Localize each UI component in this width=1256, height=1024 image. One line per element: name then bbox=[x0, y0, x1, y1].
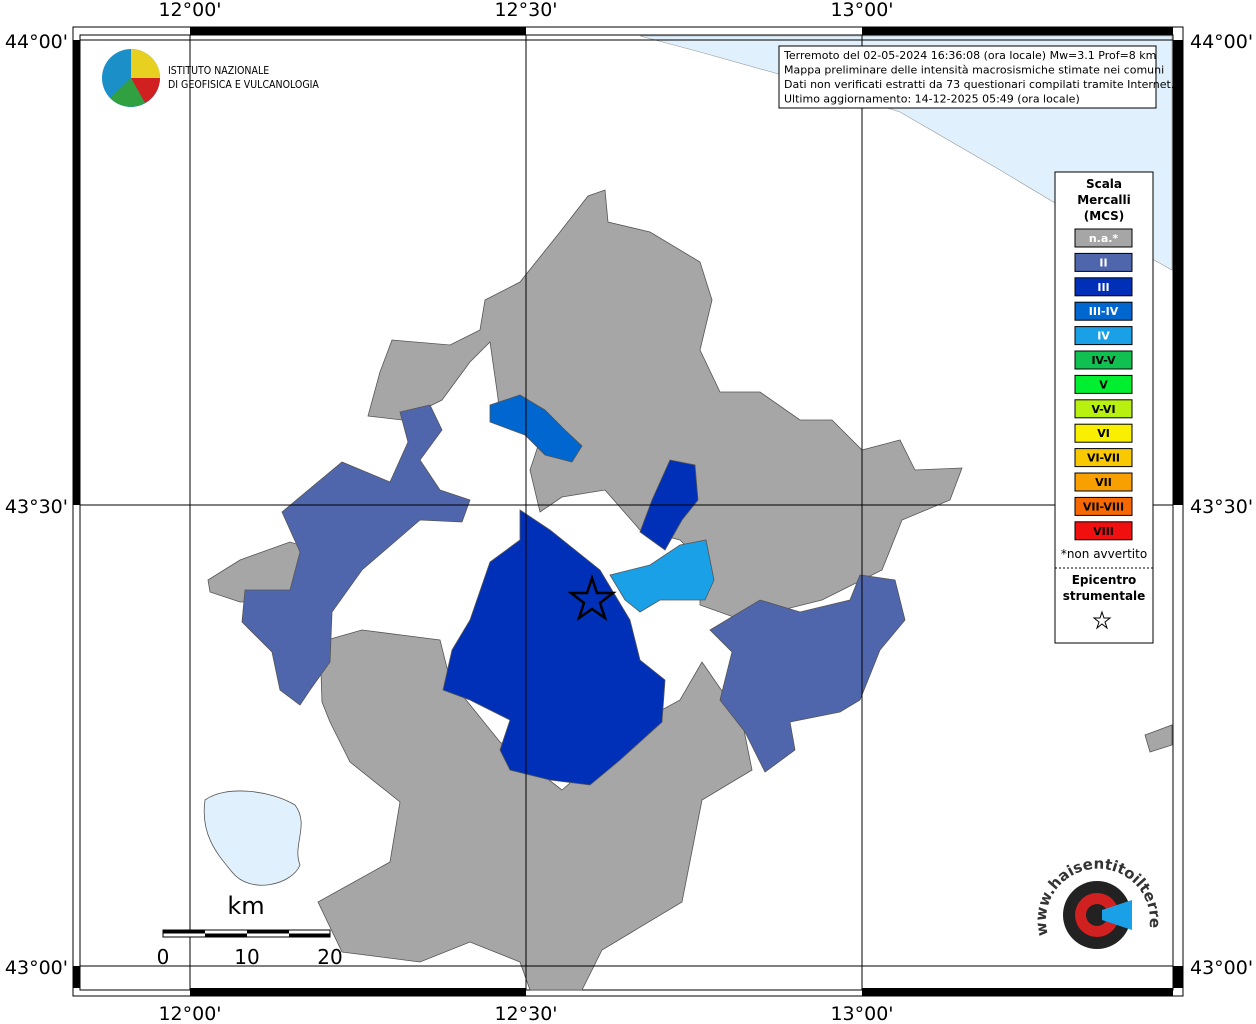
legend: ScalaMercalli(MCS)n.a.*IIIIIIII-IVIVIV-V… bbox=[1054, 171, 1154, 644]
info-line: Mappa preliminare delle intensità macros… bbox=[784, 64, 1164, 77]
legend-label: IV bbox=[1097, 330, 1110, 343]
frame-bar bbox=[1173, 40, 1183, 505]
legend-epicenter: strumentale bbox=[1063, 589, 1146, 603]
info-line: Ultimo aggiornamento: 14-12-2025 05:49 (… bbox=[784, 93, 1080, 106]
scale-bar-seg bbox=[289, 933, 330, 937]
frame-bar bbox=[190, 27, 526, 35]
scale-bar: km bbox=[162, 892, 331, 938]
logo-globe bbox=[131, 78, 160, 103]
frame-bar bbox=[1173, 966, 1183, 988]
frame-bar bbox=[190, 988, 526, 996]
legend-swatch bbox=[1074, 374, 1133, 394]
lat-label: 43°30' bbox=[1190, 496, 1253, 518]
legend-swatch bbox=[1074, 496, 1133, 516]
legend-label: III bbox=[1097, 281, 1109, 294]
legend-star bbox=[1092, 610, 1112, 630]
lat-label: 43°30' bbox=[5, 496, 68, 518]
lon-label: 13°00' bbox=[830, 1003, 893, 1024]
scale-label: 0 bbox=[157, 945, 170, 969]
lon-label: 12°30' bbox=[494, 0, 557, 21]
legend-swatch bbox=[1074, 472, 1133, 492]
regions bbox=[207, 189, 963, 991]
epicenter-star bbox=[567, 574, 617, 622]
info-line: Terremoto del 02-05-2024 16:36:08 (ora l… bbox=[783, 49, 1156, 62]
legend-title: Scala bbox=[1086, 177, 1122, 191]
scale-bar-seg bbox=[163, 930, 205, 934]
lat-label: 43°00' bbox=[1190, 957, 1253, 979]
scale-bar-seg bbox=[247, 930, 289, 934]
legend-swatch bbox=[1074, 448, 1133, 468]
lat-label: 43°00' bbox=[5, 957, 68, 979]
legend-label: V-VI bbox=[1091, 403, 1115, 416]
region bbox=[367, 189, 963, 621]
legend-swatch bbox=[1074, 399, 1133, 419]
legend-epicenter: Epicentro bbox=[1072, 573, 1137, 587]
legend-label: n.a.* bbox=[1089, 232, 1119, 245]
legend-label: II bbox=[1099, 256, 1107, 269]
frame-bar bbox=[862, 27, 1173, 35]
frame-bar bbox=[862, 988, 1173, 996]
legend-swatch bbox=[1074, 350, 1133, 370]
lon-label: 13°00' bbox=[830, 0, 893, 21]
region bbox=[709, 574, 906, 773]
legend-swatch bbox=[1074, 301, 1133, 321]
legend-swatch bbox=[1074, 326, 1133, 346]
lat-label: 44°00' bbox=[5, 31, 68, 53]
lat-label: 44°00' bbox=[1190, 31, 1253, 53]
legend-label: VIII bbox=[1093, 525, 1114, 538]
legend-title: (MCS) bbox=[1084, 209, 1125, 223]
region bbox=[609, 539, 715, 613]
frame-bar bbox=[73, 40, 80, 505]
lon-label: 12°00' bbox=[158, 0, 221, 21]
logo-text: DI GEOFISICA E VULCANOLOGIA bbox=[168, 79, 319, 91]
legend-swatch bbox=[1074, 252, 1133, 272]
info-line: Dati non verificati estratti da 73 quest… bbox=[784, 78, 1174, 91]
legend-label: VI-VII bbox=[1087, 452, 1120, 465]
ingv-logo: ISTITUTO NAZIONALE DI GEOFISICA E VULCAN… bbox=[102, 49, 319, 107]
legend-label: IV-V bbox=[1091, 354, 1116, 367]
lon-label: 12°00' bbox=[158, 1003, 221, 1024]
legend-swatch bbox=[1074, 277, 1133, 297]
scale-unit: km bbox=[227, 892, 264, 920]
legend-label: VI bbox=[1097, 427, 1110, 440]
logo-text: ISTITUTO NAZIONALE bbox=[168, 65, 269, 77]
logo-globe bbox=[110, 78, 145, 107]
legend-swatch bbox=[1074, 228, 1133, 248]
lon-label: 12°30' bbox=[494, 1003, 557, 1024]
site-logo-horn bbox=[1102, 900, 1132, 930]
logo-globe bbox=[131, 49, 160, 78]
site-logo-disc bbox=[1086, 904, 1108, 926]
scale-bar-seg bbox=[205, 933, 247, 937]
region bbox=[489, 394, 583, 463]
region bbox=[1144, 724, 1173, 753]
region bbox=[442, 509, 666, 786]
legend-note: *non avvertito bbox=[1061, 547, 1147, 561]
info-box: Terremoto del 02-05-2024 16:36:08 (ora l… bbox=[778, 45, 1174, 109]
info-box-frame bbox=[778, 45, 1157, 109]
lake bbox=[203, 790, 302, 886]
region bbox=[241, 404, 471, 706]
graticule bbox=[80, 35, 1173, 990]
scale-label: 20 bbox=[317, 945, 342, 969]
frame-bars bbox=[73, 27, 1183, 996]
legend-swatch bbox=[1074, 521, 1133, 541]
legend-swatch bbox=[1074, 423, 1133, 443]
legend-label: III-IV bbox=[1089, 305, 1119, 318]
legend-label: V bbox=[1099, 378, 1108, 391]
scale-label: 10 bbox=[234, 945, 259, 969]
legend-title: Mercalli bbox=[1077, 193, 1131, 207]
frame-bar bbox=[73, 966, 80, 988]
legend-label: VII bbox=[1095, 476, 1112, 489]
legend-label: VII-VIII bbox=[1083, 500, 1124, 513]
